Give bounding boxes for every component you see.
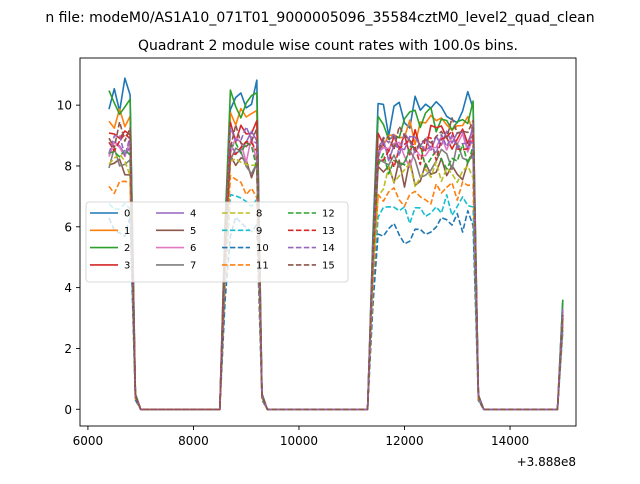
- x-tick-label: 8000: [178, 434, 209, 448]
- legend-label-0: 0: [124, 209, 130, 220]
- legend-label-1: 1: [124, 226, 130, 237]
- y-tick-label: 0: [64, 403, 72, 417]
- legend-label-9: 9: [256, 226, 262, 237]
- legend-label-14: 14: [322, 243, 335, 254]
- y-tick-label: 6: [64, 220, 72, 234]
- x-tick-label: 6000: [73, 434, 104, 448]
- x-tick-label: 14000: [491, 434, 529, 448]
- y-tick-label: 2: [64, 342, 72, 356]
- y-tick-label: 4: [64, 281, 72, 295]
- y-tick-label: 8: [64, 159, 72, 173]
- legend-label-11: 11: [256, 260, 269, 271]
- legend-label-8: 8: [256, 209, 262, 220]
- plot-frame: [79, 57, 577, 427]
- legend-label-4: 4: [190, 209, 196, 220]
- chart-title: Quadrant 2 module wise count rates with …: [138, 38, 518, 54]
- y-tick-label: 10: [57, 99, 72, 113]
- series-group: [108, 77, 564, 411]
- legend-label-15: 15: [322, 260, 335, 271]
- figure-suptitle: n file: modeM0/AS1A10_071T01_9000005096_…: [45, 10, 594, 26]
- legend-label-13: 13: [322, 226, 335, 237]
- legend-label-3: 3: [124, 260, 130, 271]
- legend-label-7: 7: [190, 260, 196, 271]
- series-line-15: [108, 117, 564, 411]
- legend-label-6: 6: [190, 243, 196, 254]
- legend-box: [85, 201, 349, 283]
- legend-label-5: 5: [190, 226, 196, 237]
- x-tick-label: 12000: [385, 434, 423, 448]
- legend-label-12: 12: [322, 209, 335, 220]
- legend-label-2: 2: [124, 243, 130, 254]
- legend-label-10: 10: [256, 243, 269, 254]
- x-tick-label: 10000: [280, 434, 318, 448]
- x-offset-label: +3.888e8: [517, 455, 576, 469]
